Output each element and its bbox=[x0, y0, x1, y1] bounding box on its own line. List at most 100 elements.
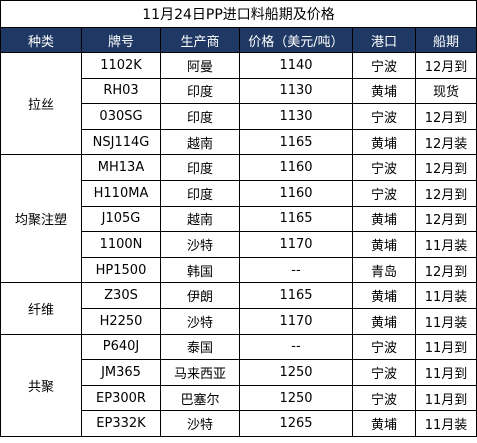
cell-price: 1250 bbox=[239, 359, 353, 386]
cell-shipping: 12月到 bbox=[414, 179, 477, 207]
cell-shipping: 12月到 bbox=[414, 205, 477, 233]
cell-port: 宁波 bbox=[352, 179, 416, 207]
cell-port: 黄埔 bbox=[352, 77, 416, 105]
cell-shipping: 11月装 bbox=[414, 410, 477, 437]
header-shipping: 船期 bbox=[414, 27, 477, 53]
cell-price: -- bbox=[239, 333, 353, 361]
cell-price: 1160 bbox=[239, 154, 353, 181]
cell-price: 1130 bbox=[239, 103, 353, 130]
cell-grade: J105G bbox=[81, 205, 161, 233]
table-row: RH03 印度 1130 黄埔 现货 bbox=[1, 77, 477, 105]
table-row: H2250 沙特 1170 黄埔 11月装 bbox=[1, 307, 477, 335]
cell-producer: 越南 bbox=[160, 205, 240, 233]
cell-grade: 1102K bbox=[81, 52, 161, 79]
cell-grade: EP300R bbox=[81, 384, 161, 412]
cell-grade: P640J bbox=[81, 333, 161, 361]
cell-shipping: 11月装 bbox=[414, 282, 477, 309]
header-category: 种类 bbox=[0, 27, 82, 53]
table-row: 共聚 P640J 泰国 -- 宁波 11月到 bbox=[0, 333, 477, 437]
cell-producer: 沙特 bbox=[160, 307, 240, 335]
header-grade: 牌号 bbox=[81, 27, 161, 53]
cell-port: 宁波 bbox=[352, 359, 416, 386]
cell-shipping: 现货 bbox=[414, 77, 477, 105]
table-title: 11月24日PP进口料船期及价格 bbox=[0, 0, 477, 28]
cell-port: 黄埔 bbox=[352, 231, 416, 258]
cell-port: 宁波 bbox=[352, 154, 416, 181]
cell-shipping: 11月装 bbox=[414, 231, 477, 258]
cell-grade: RH03 bbox=[81, 77, 161, 105]
table-row: 纤维 Z30S 伊朗 1165 黄埔 11月装 bbox=[0, 282, 477, 335]
table-row: 拉丝 1102K 阿曼 1140 宁波 12月到 bbox=[0, 51, 477, 156]
cell-port: 黄埔 bbox=[352, 410, 416, 437]
cell-price: 1160 bbox=[239, 179, 353, 207]
cell-price: -- bbox=[239, 256, 353, 284]
cell-shipping: 11月到 bbox=[414, 384, 477, 412]
cell-port: 黄埔 bbox=[352, 205, 416, 233]
cell-shipping: 11月装 bbox=[414, 307, 477, 335]
header-producer: 生产商 bbox=[160, 27, 240, 53]
cell-price: 1250 bbox=[239, 384, 353, 412]
cell-grade: HP1500 bbox=[81, 256, 161, 284]
cell-price: 1170 bbox=[239, 231, 353, 258]
cell-producer: 沙特 bbox=[160, 410, 240, 437]
cell-port: 黄埔 bbox=[352, 307, 416, 335]
cell-producer: 沙特 bbox=[160, 231, 240, 258]
cell-producer: 泰国 bbox=[160, 333, 240, 361]
table-row: NSJ114G 越南 1165 黄埔 12月装 bbox=[1, 128, 477, 156]
cell-price: 1165 bbox=[239, 282, 353, 309]
cell-port: 宁波 bbox=[352, 384, 416, 412]
cell-price: 1170 bbox=[239, 307, 353, 335]
cell-producer: 马来西亚 bbox=[160, 359, 240, 386]
cell-grade: EP332K bbox=[81, 410, 161, 437]
cell-producer: 巴塞尔 bbox=[160, 384, 240, 412]
cell-price: 1140 bbox=[239, 52, 353, 79]
cell-grade: MH13A bbox=[81, 154, 161, 181]
cell-producer: 越南 bbox=[160, 128, 240, 156]
table-row: 030SG 印度 1130 宁波 12月到 bbox=[1, 103, 477, 130]
cell-category: 拉丝 bbox=[0, 51, 82, 156]
cell-grade: NSJ114G bbox=[81, 128, 161, 156]
cell-price: 1265 bbox=[239, 410, 353, 437]
cell-grade: 1100N bbox=[81, 231, 161, 258]
cell-shipping: 11月到 bbox=[414, 333, 477, 361]
table-row: EP300R 巴塞尔 1250 宁波 11月到 bbox=[1, 384, 477, 412]
cell-grade: H110MA bbox=[81, 179, 161, 207]
cell-producer: 伊朗 bbox=[160, 282, 240, 309]
header-row: 种类 牌号 生产商 价格（美元/吨） 港口 船期 bbox=[0, 27, 477, 53]
cell-port: 宁波 bbox=[352, 52, 416, 79]
cell-shipping: 11月到 bbox=[414, 359, 477, 386]
cell-producer: 韩国 bbox=[160, 256, 240, 284]
cell-port: 宁波 bbox=[352, 333, 416, 361]
table-row: 1100N 沙特 1170 黄埔 11月装 bbox=[1, 231, 477, 258]
cell-producer: 印度 bbox=[160, 154, 240, 181]
cell-category: 均聚注塑 bbox=[0, 154, 82, 284]
cell-shipping: 12月装 bbox=[414, 128, 477, 156]
cell-grade: Z30S bbox=[81, 282, 161, 309]
cell-price: 1165 bbox=[239, 205, 353, 233]
cell-producer: 阿曼 bbox=[160, 52, 240, 79]
cell-category: 共聚 bbox=[0, 333, 82, 437]
cell-grade: 030SG bbox=[81, 103, 161, 130]
cell-shipping: 12月到 bbox=[414, 103, 477, 130]
cell-price: 1130 bbox=[239, 77, 353, 105]
cell-grade: H2250 bbox=[81, 307, 161, 335]
cell-category: 纤维 bbox=[0, 282, 82, 335]
table-row: JM365 马来西亚 1250 宁波 11月到 bbox=[1, 359, 477, 386]
cell-shipping: 12月到 bbox=[414, 256, 477, 284]
cell-port: 黄埔 bbox=[352, 128, 416, 156]
table-row: H110MA 印度 1160 宁波 12月到 bbox=[1, 179, 477, 207]
cell-shipping: 12月到 bbox=[414, 52, 477, 79]
cell-port: 黄埔 bbox=[352, 282, 416, 309]
table-row: J105G 越南 1165 黄埔 12月到 bbox=[1, 205, 477, 233]
header-price: 价格（美元/吨） bbox=[239, 27, 353, 53]
cell-producer: 印度 bbox=[160, 179, 240, 207]
cell-price: 1165 bbox=[239, 128, 353, 156]
cell-port: 青岛 bbox=[352, 256, 416, 284]
cell-producer: 印度 bbox=[160, 103, 240, 130]
cell-producer: 印度 bbox=[160, 77, 240, 105]
cell-shipping: 12月到 bbox=[414, 154, 477, 181]
cell-port: 宁波 bbox=[352, 103, 416, 130]
table-row: 均聚注塑 MH13A 印度 1160 宁波 12月到 bbox=[0, 154, 477, 284]
table-row: EP332K 沙特 1265 黄埔 11月装 bbox=[1, 410, 477, 437]
